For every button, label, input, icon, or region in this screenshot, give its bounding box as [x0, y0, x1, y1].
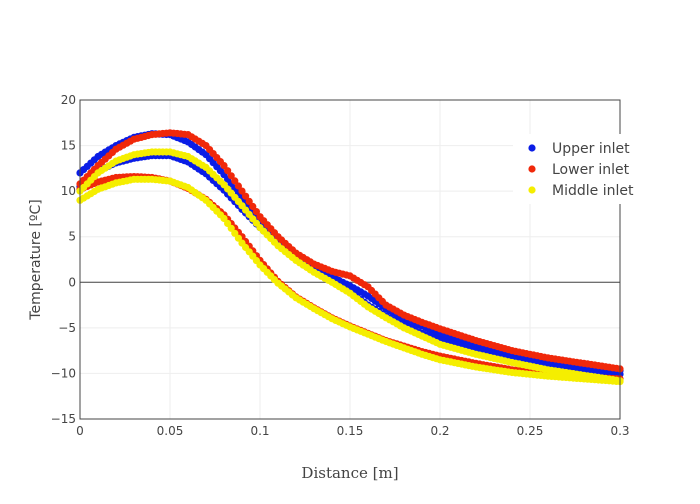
- legend[interactable]: Upper inlet Lower inlet Middle inlet: [513, 134, 634, 204]
- data-point: [245, 197, 253, 205]
- x-tick-label: 0.25: [517, 424, 544, 438]
- legend-label: Lower inlet: [552, 162, 630, 178]
- legend-item[interactable]: Middle inlet: [528, 183, 634, 199]
- legend-item[interactable]: Upper inlet: [528, 141, 630, 157]
- y-tick-label: −10: [51, 366, 76, 380]
- y-tick-labels: −15 −10 −5 0 5 10 15 20: [51, 93, 76, 426]
- data-point: [231, 177, 239, 185]
- x-tick-labels: 0 0.05 0.1 0.15 0.2 0.25 0.3: [76, 424, 629, 438]
- y-tick-label: 10: [61, 184, 76, 198]
- data-point: [220, 162, 228, 170]
- x-tick-label: 0.1: [250, 424, 269, 438]
- x-tick-label: 0.3: [610, 424, 629, 438]
- legend-label: Middle inlet: [552, 183, 634, 199]
- legend-marker: [528, 144, 536, 152]
- data-point: [227, 224, 235, 232]
- data-point: [249, 202, 257, 211]
- data-point: [252, 208, 260, 216]
- series-middle-inlet: [76, 148, 624, 386]
- x-tick-label: 0.2: [430, 424, 449, 438]
- y-tick-label: 5: [68, 230, 76, 244]
- y-tick-label: 15: [61, 139, 76, 153]
- data-point: [242, 192, 250, 200]
- data-points: [76, 129, 624, 386]
- legend-item[interactable]: Lower inlet: [528, 162, 630, 178]
- plot-frame: [79, 99, 621, 420]
- data-point: [234, 182, 242, 190]
- legend-label: Upper inlet: [552, 141, 630, 157]
- y-axis-title: Temperature [ºC]: [28, 199, 44, 320]
- x-tick-label: 0: [76, 424, 84, 438]
- y-tick-label: 0: [68, 275, 76, 289]
- y-tick-label: −5: [58, 321, 76, 335]
- data-point: [224, 167, 232, 175]
- legend-marker: [528, 186, 536, 194]
- x-tick-label: 0.05: [157, 424, 184, 438]
- data-point: [238, 187, 246, 195]
- data-point: [227, 172, 235, 180]
- legend-marker: [528, 165, 536, 173]
- y-tick-label: 20: [61, 93, 76, 107]
- x-axis-title: Distance [m]: [301, 464, 398, 482]
- x-tick-label: 0.15: [337, 424, 364, 438]
- y-tick-label: −15: [51, 412, 76, 426]
